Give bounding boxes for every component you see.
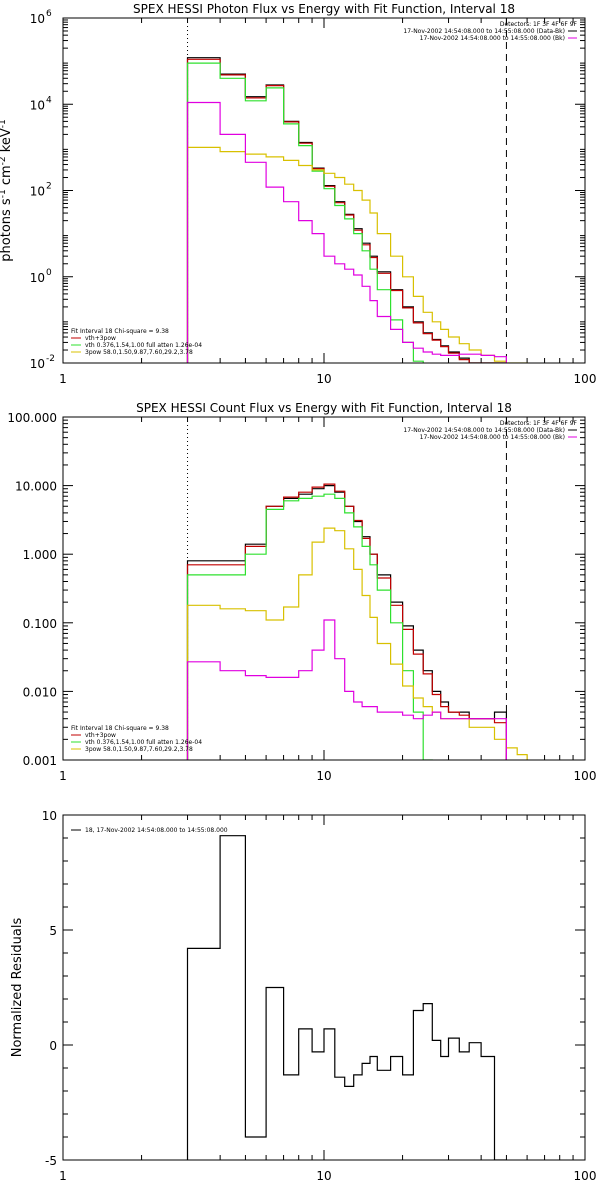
y-tick-exponent: 6 [46, 9, 52, 19]
y-tick-exponent: 2 [46, 182, 52, 192]
series-green [186, 62, 424, 363]
y-tick-label: 10 [30, 98, 45, 112]
series-black [186, 835, 507, 1160]
series-red [186, 483, 507, 760]
legend-text: vth 0.376,1.54,1.00 full atten 1.26e-04 [85, 342, 202, 349]
chart-3: 1 10 100 -5 0 5 10 Normalized Residuals 18, 17-N… [10, 809, 596, 1183]
series-group [186, 483, 528, 760]
series-group [186, 835, 507, 1160]
series-green [186, 493, 433, 760]
y-axis-label: photons s-1 cm-2 keV-1 [0, 119, 14, 261]
series-black [186, 485, 507, 760]
y-axis: 0.001 0.010 0.100 1.000 10.000 100.000 [7, 411, 585, 768]
legend-text: 17-Nov-2002 14:54:08.000 to 14:55:08.000… [403, 427, 565, 434]
series-group [186, 57, 528, 363]
legend-text: vth+3pow [85, 335, 116, 342]
plot-frame [62, 17, 586, 364]
series-magenta [186, 619, 507, 760]
series-yellow [186, 527, 528, 760]
x-tick-label: 10 [316, 372, 331, 386]
y-tick-exponent: -2 [46, 354, 55, 364]
series-magenta [186, 101, 507, 363]
y-axis-label: Normalized Residuals [10, 918, 25, 1058]
x-tick-label: 100 [574, 769, 597, 783]
y-tick-exponent: 4 [46, 95, 52, 105]
x-tick-label: 1 [59, 769, 67, 783]
legend-text: vth 0.376,1.54,1.00 full atten 1.26e-04 [85, 739, 202, 746]
legend-text: 17-Nov-2002 14:54:08.000 to 14:55:08.000… [420, 35, 565, 42]
plot-frame [62, 814, 586, 1161]
y-tick-label: 10 [30, 357, 45, 371]
series-yellow [186, 146, 528, 363]
y-tick-label: 10 [30, 12, 45, 26]
legend-bottom-left: Fit Interval 18 Chi-square = 9.38vth+3po… [71, 725, 202, 753]
y-tick-label: 0.010 [23, 685, 57, 699]
legend-header: Fit Interval 18 Chi-square = 9.38 [71, 328, 169, 335]
legend-text: 17-Nov-2002 14:54:08.000 to 14:55:08.000… [420, 434, 565, 441]
legend-text: 17-Nov-2002 14:54:08.000 to 14:55:08.000… [403, 28, 565, 35]
y-tick-label: -5 [45, 1154, 57, 1168]
x-axis: 1 10 100 [59, 815, 596, 1183]
chart-title: SPEX HESSI Photon Flux vs Energy with Fi… [133, 2, 515, 16]
series-black [186, 57, 507, 363]
chart-title: SPEX HESSI Count Flux vs Energy with Fit… [136, 401, 512, 415]
legend-text: Detectors: 1F 3F 4F 6F 9F [500, 420, 578, 427]
y-tick-label: 100.000 [7, 411, 57, 425]
y-tick-label: 0.100 [23, 617, 57, 631]
y-tick-label: 5 [49, 924, 57, 938]
legend-text: Detectors: 1F 3F 4F 6F 9F [500, 21, 578, 28]
y-tick-label: 10 [30, 271, 45, 285]
y-tick-label: 1.000 [23, 548, 57, 562]
y-tick-exponent: 0 [46, 268, 52, 278]
x-tick-label: 100 [574, 1169, 597, 1183]
legend-bottom-left: Fit Interval 18 Chi-square = 9.38vth+3po… [71, 328, 202, 356]
y-tick-label: 10 [30, 185, 45, 199]
x-tick-label: 100 [574, 372, 597, 386]
legend-text: 3pow 58.0,1.50,9.87,7.60,29.2,3.78 [85, 746, 193, 753]
legend-top-left: 18, 17-Nov-2002 14:54:08.000 to 14:55:08… [71, 827, 228, 834]
plot-frame [62, 416, 586, 761]
y-axis: -5 0 5 10 [42, 809, 585, 1168]
chart-1: SPEX HESSI Photon Flux vs Energy with Fi… [0, 2, 596, 386]
x-tick-label: 10 [316, 769, 331, 783]
y-tick-label: 10.000 [15, 480, 57, 494]
y-tick-label: 0 [49, 1039, 57, 1053]
series-red [186, 58, 507, 363]
legend-text: 18, 17-Nov-2002 14:54:08.000 to 14:55:08… [85, 827, 228, 834]
y-tick-label: 10 [42, 809, 57, 823]
y-tick-label: 0.001 [23, 754, 57, 768]
x-tick-label: 10 [316, 1169, 331, 1183]
x-tick-label: 1 [59, 372, 67, 386]
chart-2: SPEX HESSI Count Flux vs Energy with Fit… [7, 401, 596, 783]
x-tick-label: 1 [59, 1169, 67, 1183]
legend-text: 3pow 58.0,1.50,9.87,7.60,29.2,3.78 [85, 349, 193, 356]
legend-header: Fit Interval 18 Chi-square = 9.38 [71, 725, 169, 732]
legend-text: vth+3pow [85, 732, 116, 739]
